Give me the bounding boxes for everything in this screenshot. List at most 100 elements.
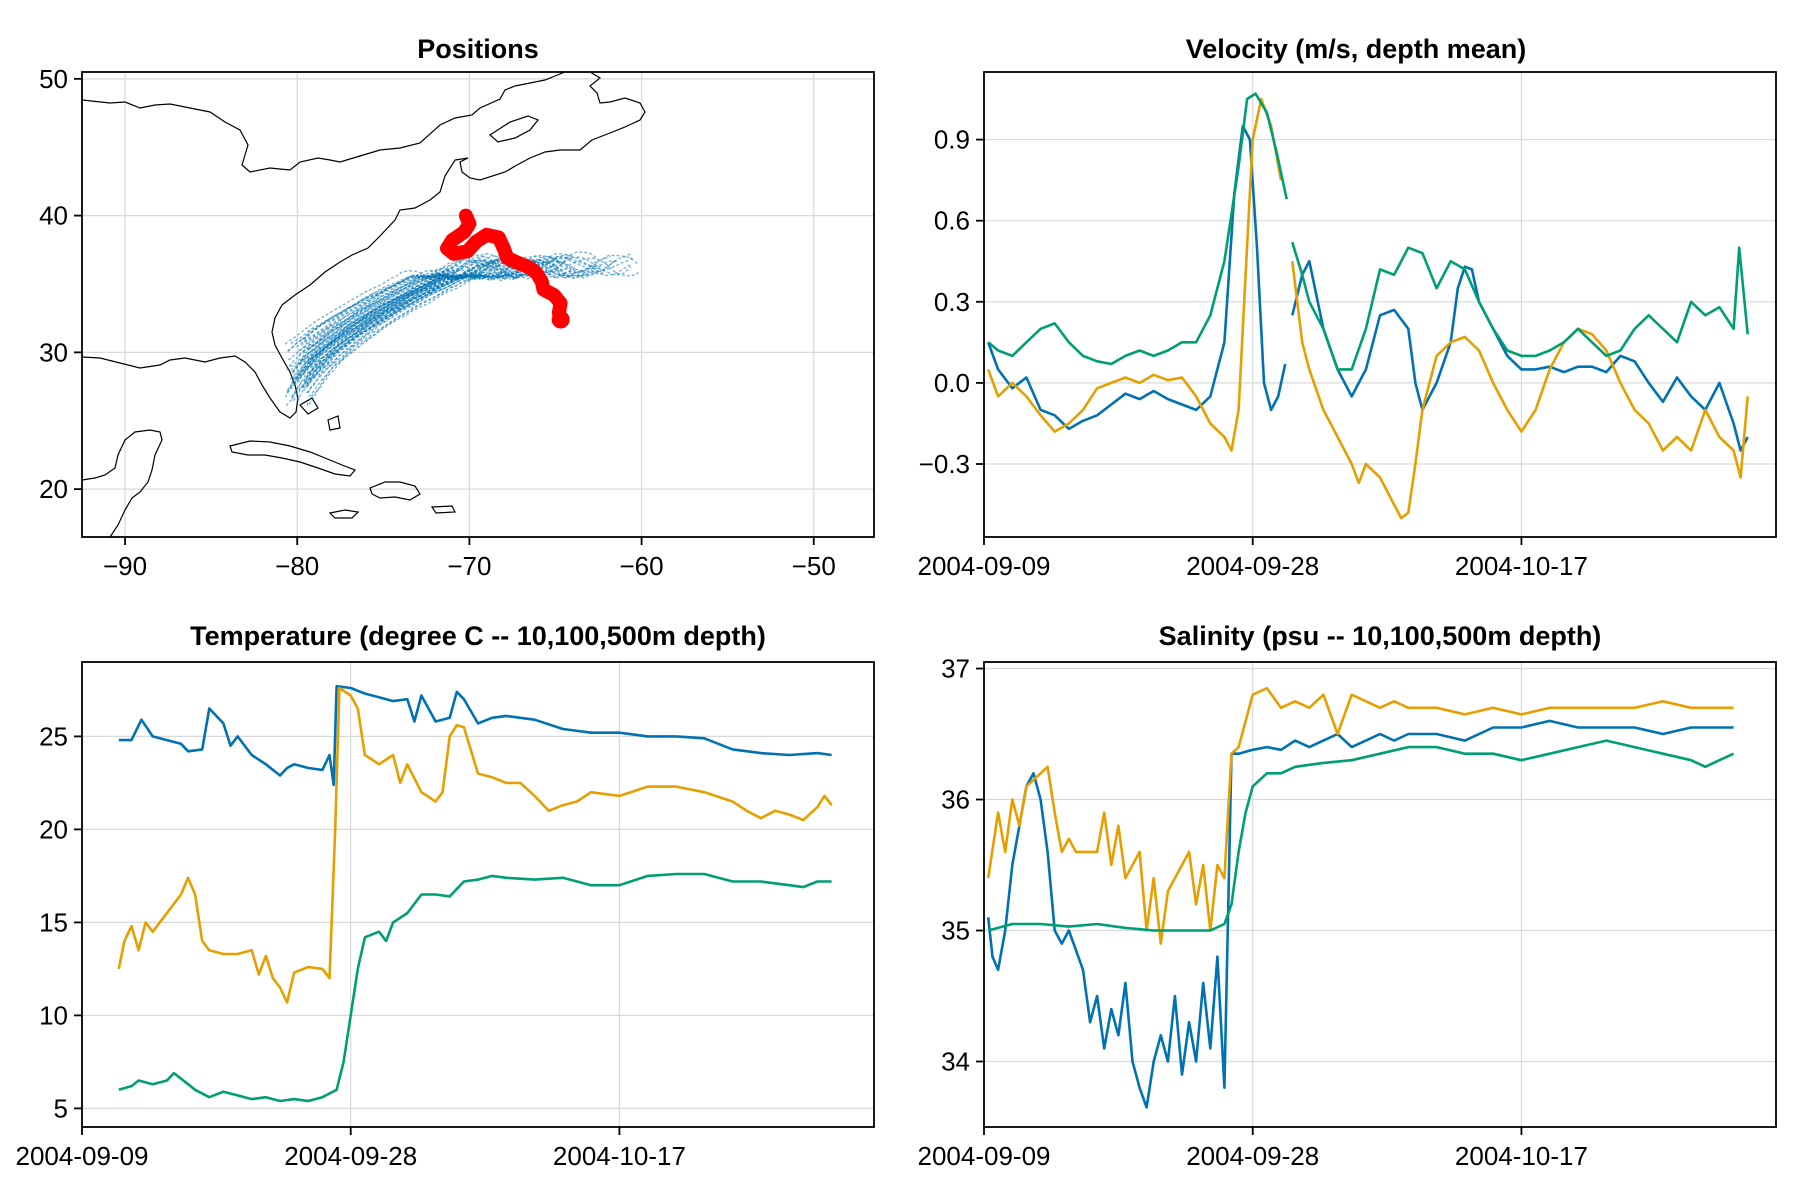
drifter-trajectory bbox=[308, 264, 577, 405]
drifter-trajectory bbox=[286, 278, 441, 392]
drifter-trajectory bbox=[308, 269, 450, 350]
coastline-bahamas-1 bbox=[299, 397, 319, 415]
drifter-trajectory bbox=[296, 256, 632, 348]
coastline-north-america bbox=[82, 72, 646, 419]
drifter-trajectory bbox=[296, 259, 499, 365]
temperature-xtick-label: 2004-10-17 bbox=[553, 1141, 686, 1171]
salinity-xtick-label: 2004-10-17 bbox=[1455, 1141, 1588, 1171]
velocity-series-orange bbox=[986, 97, 1749, 520]
positions-ytick-label: 30 bbox=[39, 337, 68, 367]
highlighted-trajectory-line bbox=[440, 208, 568, 327]
positions-title: Positions bbox=[417, 34, 539, 64]
positions-panel: Positions −90 −80 −70 −60 −50 20 30 40 50 bbox=[39, 34, 875, 581]
drifter-trajectory bbox=[299, 274, 459, 362]
salinity-ytick-label: 37 bbox=[941, 654, 970, 684]
positions-ytick-label: 50 bbox=[39, 64, 68, 94]
temperature-series bbox=[117, 684, 833, 1103]
temperature-panel: Temperature (degree C -- 10,100,500m dep… bbox=[16, 621, 875, 1171]
velocity-series-blue bbox=[986, 124, 1749, 452]
temperature-ytick-label: 15 bbox=[39, 907, 68, 937]
velocity-xtick-label: 2004-10-17 bbox=[1455, 551, 1588, 581]
highlighted-trajectory bbox=[440, 208, 570, 329]
drifter-trajectory bbox=[303, 259, 477, 364]
velocity-ytick-label: 0.0 bbox=[934, 368, 970, 398]
temperature-ticks: 2004-09-09 2004-09-28 2004-10-17 5 10 15 20 25 bbox=[16, 721, 686, 1171]
coastline-bahamas-2 bbox=[327, 415, 341, 431]
drifter-trajectory bbox=[308, 271, 508, 398]
temperature-ytick-label: 25 bbox=[39, 721, 68, 751]
drifter-trajectory bbox=[291, 259, 559, 383]
drifter-trajectory bbox=[306, 279, 462, 388]
salinity-series-orange bbox=[986, 686, 1734, 945]
drifter-trajectory bbox=[305, 255, 574, 394]
salinity-series-green bbox=[987, 739, 1735, 932]
salinity-axes-frame bbox=[983, 661, 1777, 1128]
drifter-trajectory bbox=[304, 259, 562, 383]
positions-ytick-label: 20 bbox=[39, 474, 68, 504]
temperature-title: Temperature (degree C -- 10,100,500m dep… bbox=[190, 621, 766, 651]
drifter-trajectory bbox=[290, 254, 487, 344]
drifter-trajectories bbox=[284, 251, 639, 407]
temperature-series-green bbox=[118, 872, 832, 1103]
velocity-ticks: 2004-09-09 2004-09-28 2004-10-17 −0.3 0.0 0.3… bbox=[918, 125, 1588, 581]
drifter-trajectory bbox=[304, 255, 554, 343]
drifter-trajectory bbox=[299, 260, 509, 364]
velocity-series bbox=[986, 92, 1749, 520]
salinity-series-blue bbox=[986, 719, 1734, 1109]
positions-xtick-label: −60 bbox=[620, 551, 664, 581]
velocity-xtick-label: 2004-09-28 bbox=[1186, 551, 1319, 581]
drifter-trajectory bbox=[306, 258, 542, 375]
salinity-ytick-label: 36 bbox=[941, 785, 970, 815]
drifter-trajectory bbox=[301, 252, 632, 341]
salinity-ytick-label: 35 bbox=[941, 916, 970, 946]
temperature-ytick-label: 20 bbox=[39, 814, 68, 844]
temperature-ytick-label: 10 bbox=[39, 1000, 68, 1030]
salinity-ytick-label: 34 bbox=[941, 1047, 970, 1077]
velocity-panel: Velocity (m/s, depth mean) 2004-09-09 200… bbox=[918, 34, 1777, 581]
velocity-ytick-label: 0.9 bbox=[934, 125, 970, 155]
salinity-ticks: 2004-09-09 2004-09-28 2004-10-17 34 35 36 37 bbox=[918, 654, 1588, 1171]
positions-xtick-label: −50 bbox=[792, 551, 836, 581]
coastline bbox=[82, 72, 646, 537]
salinity-title: Salinity (psu -- 10,100,500m depth) bbox=[1159, 621, 1602, 651]
drifter-trajectory bbox=[292, 259, 541, 379]
positions-xtick-label: −80 bbox=[275, 551, 319, 581]
drifter-trajectory bbox=[284, 251, 598, 345]
salinity-series bbox=[986, 686, 1735, 1109]
positions-axes-frame bbox=[81, 71, 875, 538]
positions-ytick-label: 40 bbox=[39, 201, 68, 231]
velocity-series-green bbox=[987, 92, 1749, 371]
temperature-xtick-label: 2004-09-09 bbox=[16, 1141, 149, 1171]
velocity-xtick-label: 2004-09-09 bbox=[918, 551, 1051, 581]
salinity-xtick-label: 2004-09-28 bbox=[1186, 1141, 1319, 1171]
velocity-grid bbox=[983, 72, 1776, 537]
drifter-trajectory bbox=[285, 272, 492, 407]
coastline-cuba bbox=[229, 440, 356, 477]
positions-ticks: −90 −80 −70 −60 −50 20 30 40 50 bbox=[39, 64, 836, 581]
salinity-panel: Salinity (psu -- 10,100,500m depth) 2004… bbox=[918, 621, 1777, 1171]
velocity-ytick-label: 0.3 bbox=[934, 287, 970, 317]
velocity-ytick-label: 0.6 bbox=[934, 206, 970, 236]
drifter-trajectory bbox=[292, 258, 519, 374]
drifter-trajectory bbox=[303, 253, 616, 349]
temperature-axes-frame bbox=[81, 661, 875, 1128]
positions-xtick-label: −90 bbox=[103, 551, 147, 581]
coastline-puerto-rico bbox=[430, 505, 456, 514]
coastline-jamaica bbox=[328, 509, 360, 519]
highlighted-trajectory-end bbox=[551, 310, 570, 329]
positions-grid bbox=[82, 72, 874, 537]
drifter-trajectory bbox=[284, 278, 447, 398]
coastline-nova-scotia bbox=[489, 115, 539, 143]
salinity-xtick-label: 2004-09-09 bbox=[918, 1141, 1051, 1171]
temperature-xtick-label: 2004-09-28 bbox=[284, 1141, 417, 1171]
positions-xtick-label: −70 bbox=[447, 551, 491, 581]
temperature-series-blue bbox=[118, 684, 832, 787]
temperature-ytick-label: 5 bbox=[54, 1093, 68, 1123]
velocity-axes-frame bbox=[983, 71, 1777, 538]
velocity-ytick-label: −0.3 bbox=[919, 449, 970, 479]
coastline-hispaniola bbox=[369, 481, 421, 501]
drifter-trajectory bbox=[292, 257, 513, 373]
coastline-central-america bbox=[82, 429, 163, 537]
drifter-trajectory bbox=[302, 257, 631, 388]
